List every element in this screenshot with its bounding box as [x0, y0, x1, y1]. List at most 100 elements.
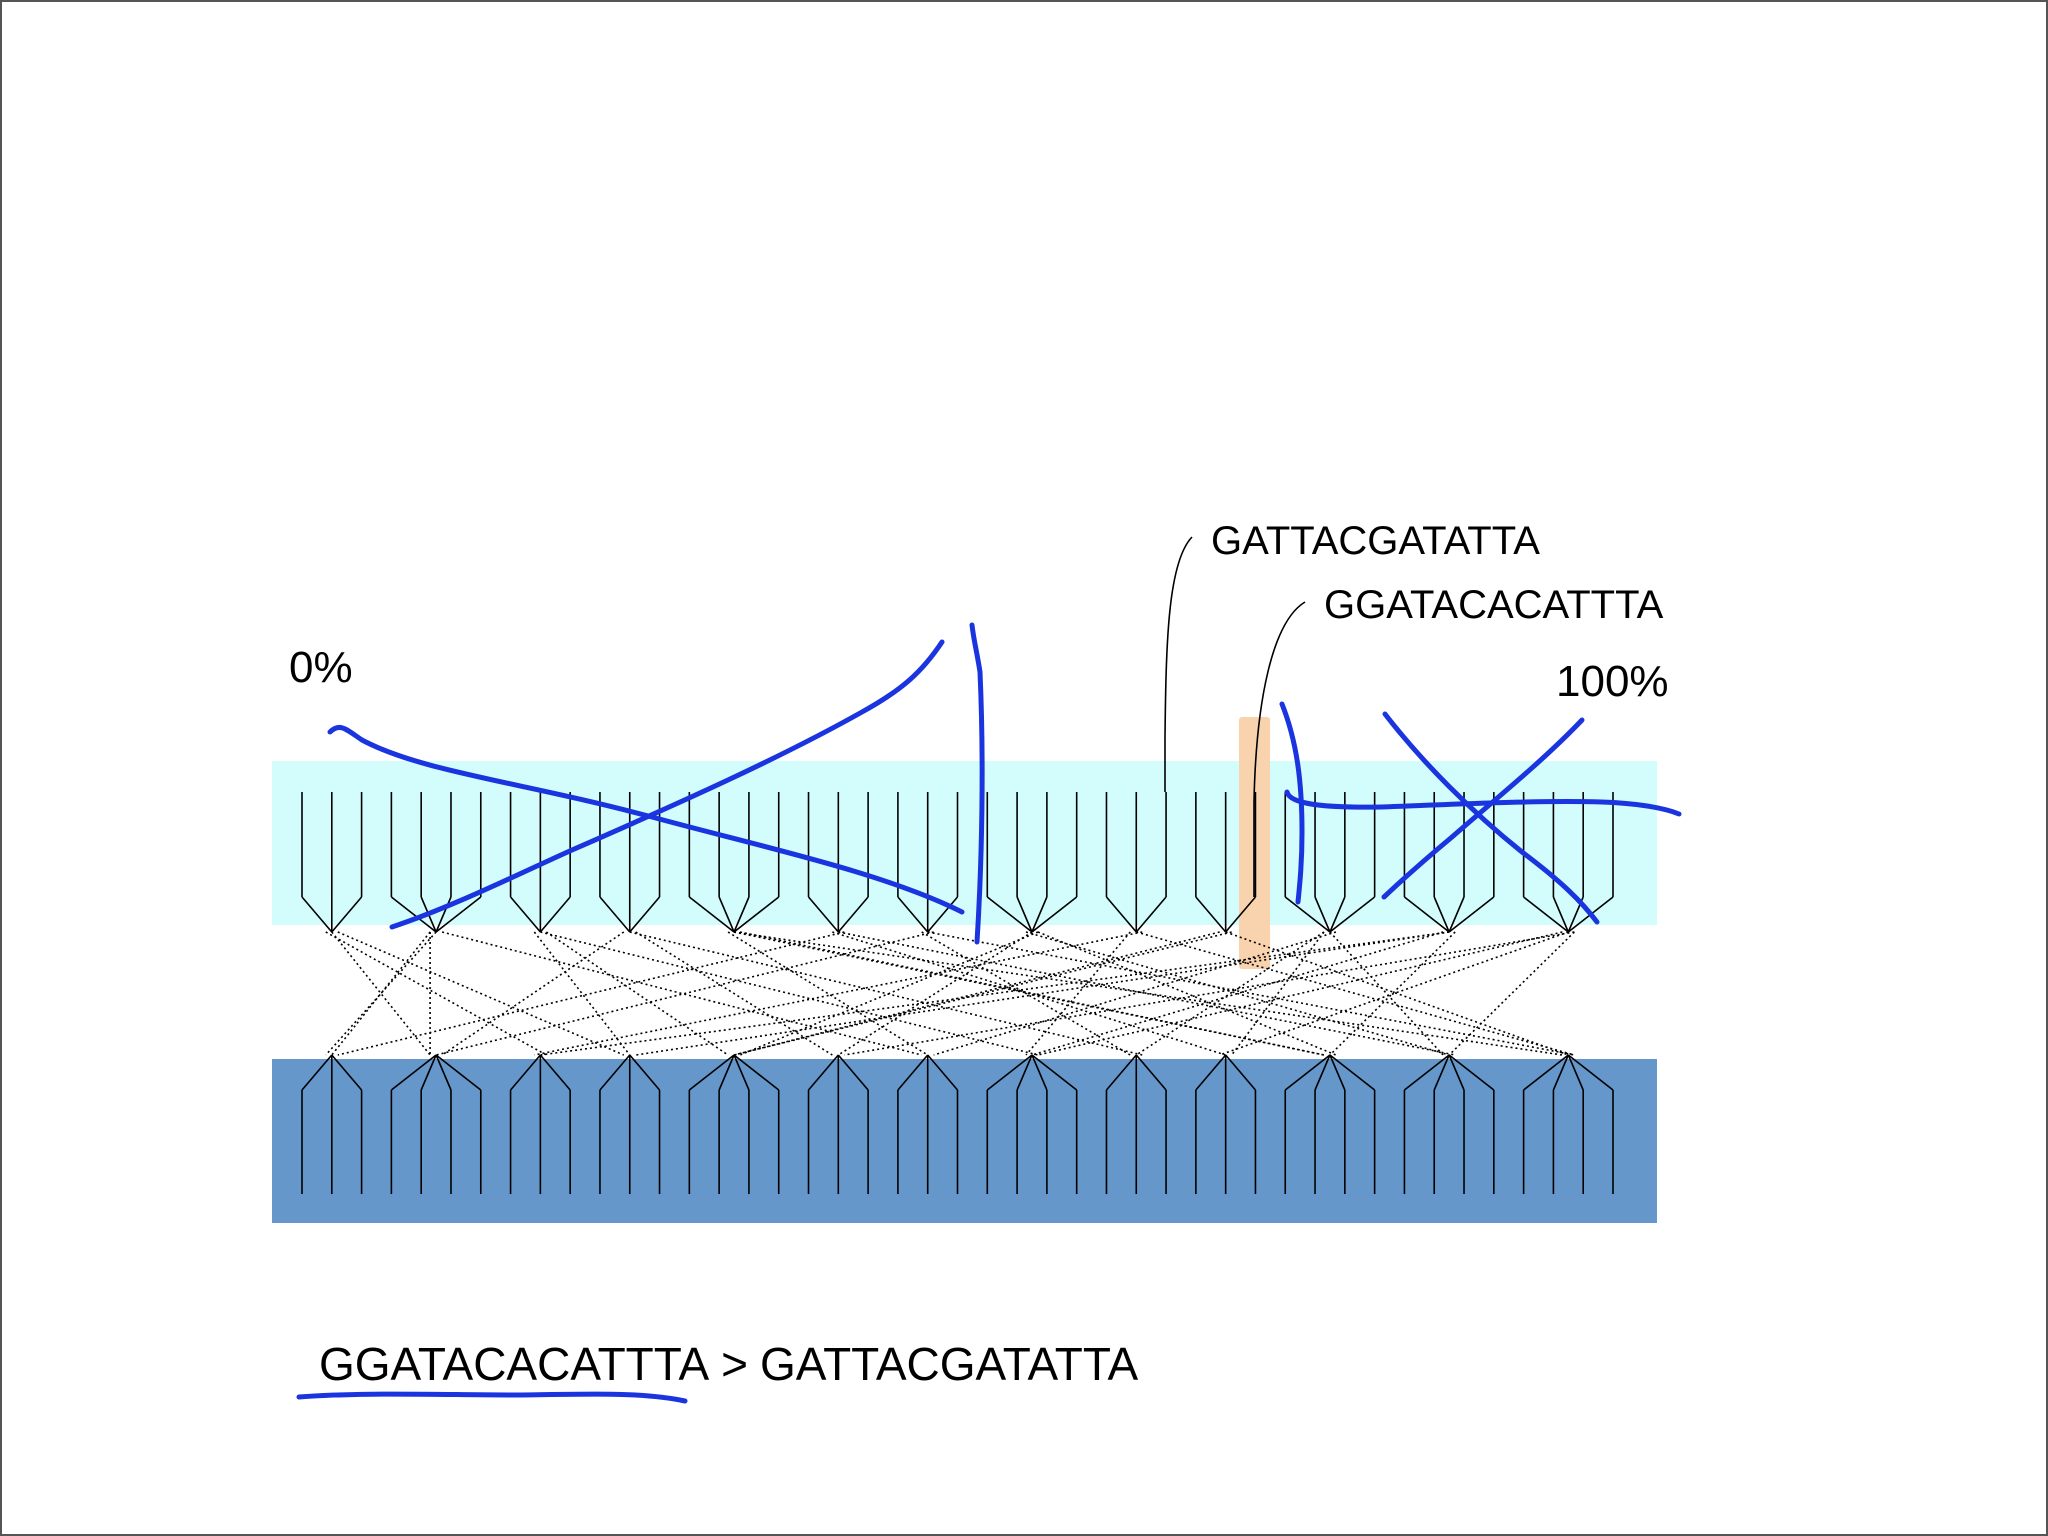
top-group-join	[1031, 896, 1048, 933]
link-line	[739, 931, 1039, 1056]
bottom-group-join	[539, 1054, 571, 1091]
ink-stroke-diagonal-down	[327, 725, 965, 915]
top-group-join	[1314, 896, 1331, 933]
link-line	[1448, 931, 1575, 1056]
bottom-group-join	[1552, 1054, 1570, 1091]
bottom-group-join	[1105, 1054, 1137, 1091]
bottom-group-join	[1403, 1054, 1450, 1091]
link-line	[545, 931, 729, 1056]
link-line	[540, 931, 1039, 1056]
bottom-group-join	[837, 1054, 869, 1091]
top-group-join	[1329, 896, 1376, 933]
top-group-join	[718, 896, 735, 933]
link-line	[1136, 931, 1575, 1056]
bottom-group-join	[688, 1054, 735, 1091]
top-group-join	[807, 896, 839, 933]
label-seq-a: GATTACGATATTA	[1211, 519, 1540, 563]
top-group-join	[301, 896, 333, 933]
bottom-group-join	[629, 1054, 661, 1091]
bottom-group-join	[1448, 1054, 1495, 1091]
label-hundred-percent: 100%	[1556, 657, 1669, 706]
top-group-join	[1105, 896, 1137, 933]
link-line	[435, 931, 934, 1056]
bottom-group-join	[986, 1054, 1033, 1091]
top-group-join	[1284, 896, 1331, 933]
bottom-sequence-band	[272, 1059, 1657, 1223]
bottom-group-join	[1567, 1054, 1614, 1091]
bottom-group-join	[599, 1054, 631, 1091]
bottom-group-join	[807, 1054, 839, 1091]
top-group-join	[1195, 896, 1227, 933]
leader-line-seq-a	[1164, 536, 1193, 792]
link-line	[921, 931, 1131, 1056]
bottom-group-join	[509, 1054, 541, 1091]
comparison-left: GGATACACATTTA	[319, 1338, 709, 1390]
top-group-join	[688, 896, 735, 933]
link-line	[635, 931, 833, 1056]
link-line	[1031, 931, 1444, 1056]
top-group-join	[1523, 896, 1569, 933]
ink-stroke-vertical-1	[969, 622, 985, 945]
comparison-right: GATTACGATATTA	[760, 1338, 1139, 1390]
link-line	[1025, 931, 1450, 1056]
top-group-join	[1225, 896, 1257, 933]
ink-stroke-cross-1	[1382, 711, 1600, 925]
top-group-join	[986, 896, 1033, 933]
top-tick-row	[301, 792, 1614, 933]
top-group-join	[1031, 896, 1078, 933]
leader-line-seq-b	[1253, 601, 1306, 897]
top-group-join	[435, 896, 482, 933]
top-group-join	[599, 896, 631, 933]
bottom-group-join	[1523, 1054, 1569, 1091]
link-line	[1219, 931, 1569, 1056]
bottom-group-join	[390, 1054, 437, 1091]
top-group-join	[1403, 896, 1450, 933]
link-line	[1037, 931, 1563, 1056]
label-seq-b: GGATACACATTTA	[1324, 583, 1664, 627]
bottom-group-join	[733, 1054, 780, 1091]
link-line	[1025, 931, 1131, 1056]
link-line	[844, 931, 1575, 1056]
top-group-join	[1552, 896, 1570, 933]
top-group-join	[629, 896, 661, 933]
top-group-join	[1329, 896, 1346, 933]
bottom-group-join	[1448, 1054, 1465, 1091]
link-line	[533, 931, 631, 1056]
bottom-group-join	[301, 1054, 333, 1091]
top-group-join	[539, 896, 571, 933]
bottom-group-join	[927, 1054, 959, 1091]
link-line	[325, 931, 547, 1056]
comparison-operator: >	[721, 1338, 748, 1390]
top-group-join	[733, 896, 780, 933]
top-group-join	[390, 896, 437, 933]
bottom-group-join	[1314, 1054, 1331, 1091]
bottom-group-join	[1016, 1054, 1033, 1091]
label-zero-percent: 0%	[289, 643, 353, 692]
ink-underline	[296, 1391, 688, 1404]
bottom-group-join	[897, 1054, 929, 1091]
bottom-group-join	[435, 1054, 482, 1091]
bottom-group-join	[420, 1054, 437, 1091]
link-line	[1225, 931, 1569, 1056]
bottom-group-join	[718, 1054, 735, 1091]
bottom-tick-row	[301, 1054, 1614, 1194]
link-line	[733, 931, 1232, 1056]
top-group-join	[509, 896, 541, 933]
bottom-group-join	[1329, 1054, 1346, 1091]
link-line	[837, 931, 1033, 1056]
link-line	[1135, 931, 1325, 1056]
link-line	[1231, 931, 1325, 1056]
top-group-join	[1135, 896, 1167, 933]
top-group-join	[733, 896, 750, 933]
top-group-join	[331, 896, 363, 933]
bottom-group-join	[1284, 1054, 1331, 1091]
ink-stroke-cross-2	[1381, 717, 1585, 900]
bottom-group-join	[1567, 1054, 1584, 1091]
ink-stroke-vertical-2	[1279, 701, 1305, 905]
link-line	[629, 931, 1143, 1056]
bottom-group-join	[331, 1054, 363, 1091]
handwritten-annotations	[296, 622, 1682, 1404]
top-group-join	[837, 896, 869, 933]
link-line	[331, 931, 431, 1056]
